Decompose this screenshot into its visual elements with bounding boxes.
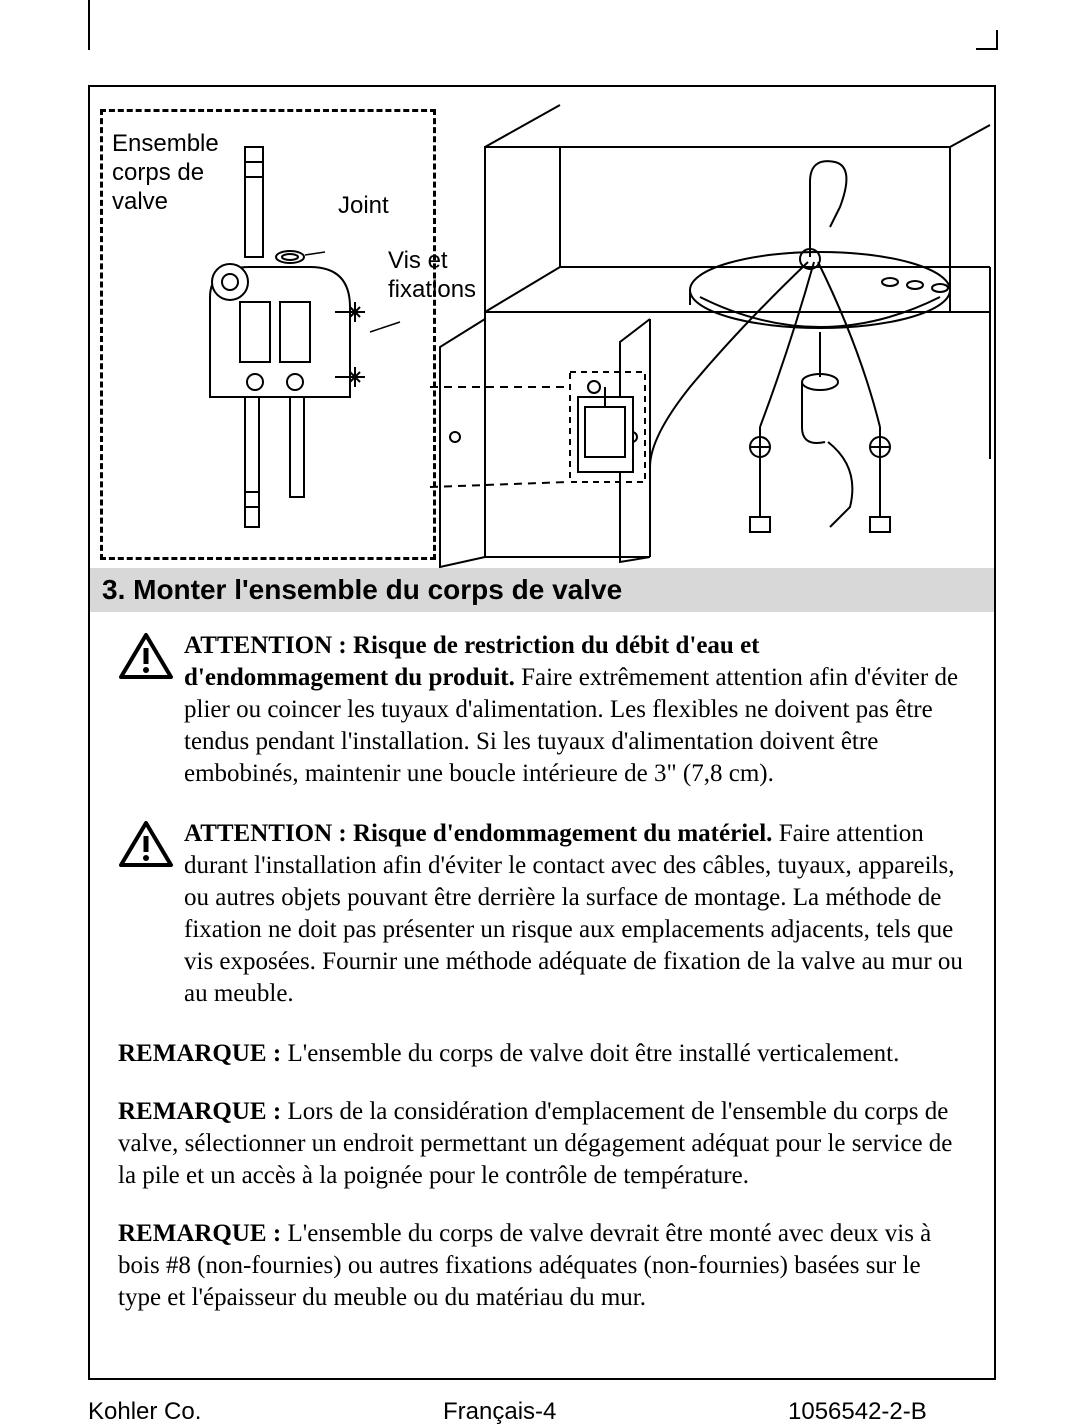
attention-text-2: ATTENTION : Risque d'endommagement du ma…	[184, 818, 966, 1010]
footer-center: Français-4	[443, 1398, 556, 1426]
label-vis: Vis et fixations	[388, 247, 476, 305]
attention-bold-2: ATTENTION : Risque d'endommagement du ma…	[184, 820, 772, 847]
attention-rest-2: Faire attention durant l'installation af…	[184, 820, 963, 1007]
remarque-3: REMARQUE : L'ensemble du corps de valve …	[118, 1218, 966, 1314]
attention-block-1: ATTENTION : Risque de restriction du déb…	[118, 630, 966, 790]
diagram-area: Ensemble corps de valve Joint Vis et fix…	[90, 87, 994, 568]
page: Ensemble corps de valve Joint Vis et fix…	[0, 0, 1080, 1397]
warning-icon	[118, 820, 174, 870]
label-joint: Joint	[338, 192, 389, 221]
warning-icon	[118, 632, 174, 682]
body-text: ATTENTION : Risque de restriction du déb…	[90, 612, 994, 1314]
remarque-bold-3: REMARQUE :	[118, 1220, 281, 1247]
label-ensemble: Ensemble corps de valve	[112, 130, 219, 216]
attention-block-2: ATTENTION : Risque d'endommagement du ma…	[118, 818, 966, 1010]
content-frame: Ensemble corps de valve Joint Vis et fix…	[88, 85, 996, 1380]
attention-text-1: ATTENTION : Risque de restriction du déb…	[184, 630, 966, 790]
crop-mark	[996, 30, 998, 50]
remarque-bold-1: REMARQUE :	[118, 1040, 281, 1067]
crop-mark	[976, 48, 998, 50]
remarque-bold-2: REMARQUE :	[118, 1098, 281, 1125]
remarque-rest-1: L'ensemble du corps de valve doit être i…	[281, 1040, 899, 1067]
footer-left: Kohler Co.	[88, 1398, 201, 1426]
crop-mark	[88, 0, 90, 50]
remarque-1: REMARQUE : L'ensemble du corps de valve …	[118, 1038, 966, 1070]
footer-right: 1056542-2-B	[788, 1398, 927, 1426]
remarque-2: REMARQUE : Lors de la considération d'em…	[118, 1096, 966, 1192]
section-heading: 3. Monter l'ensemble du corps de valve	[90, 568, 994, 612]
